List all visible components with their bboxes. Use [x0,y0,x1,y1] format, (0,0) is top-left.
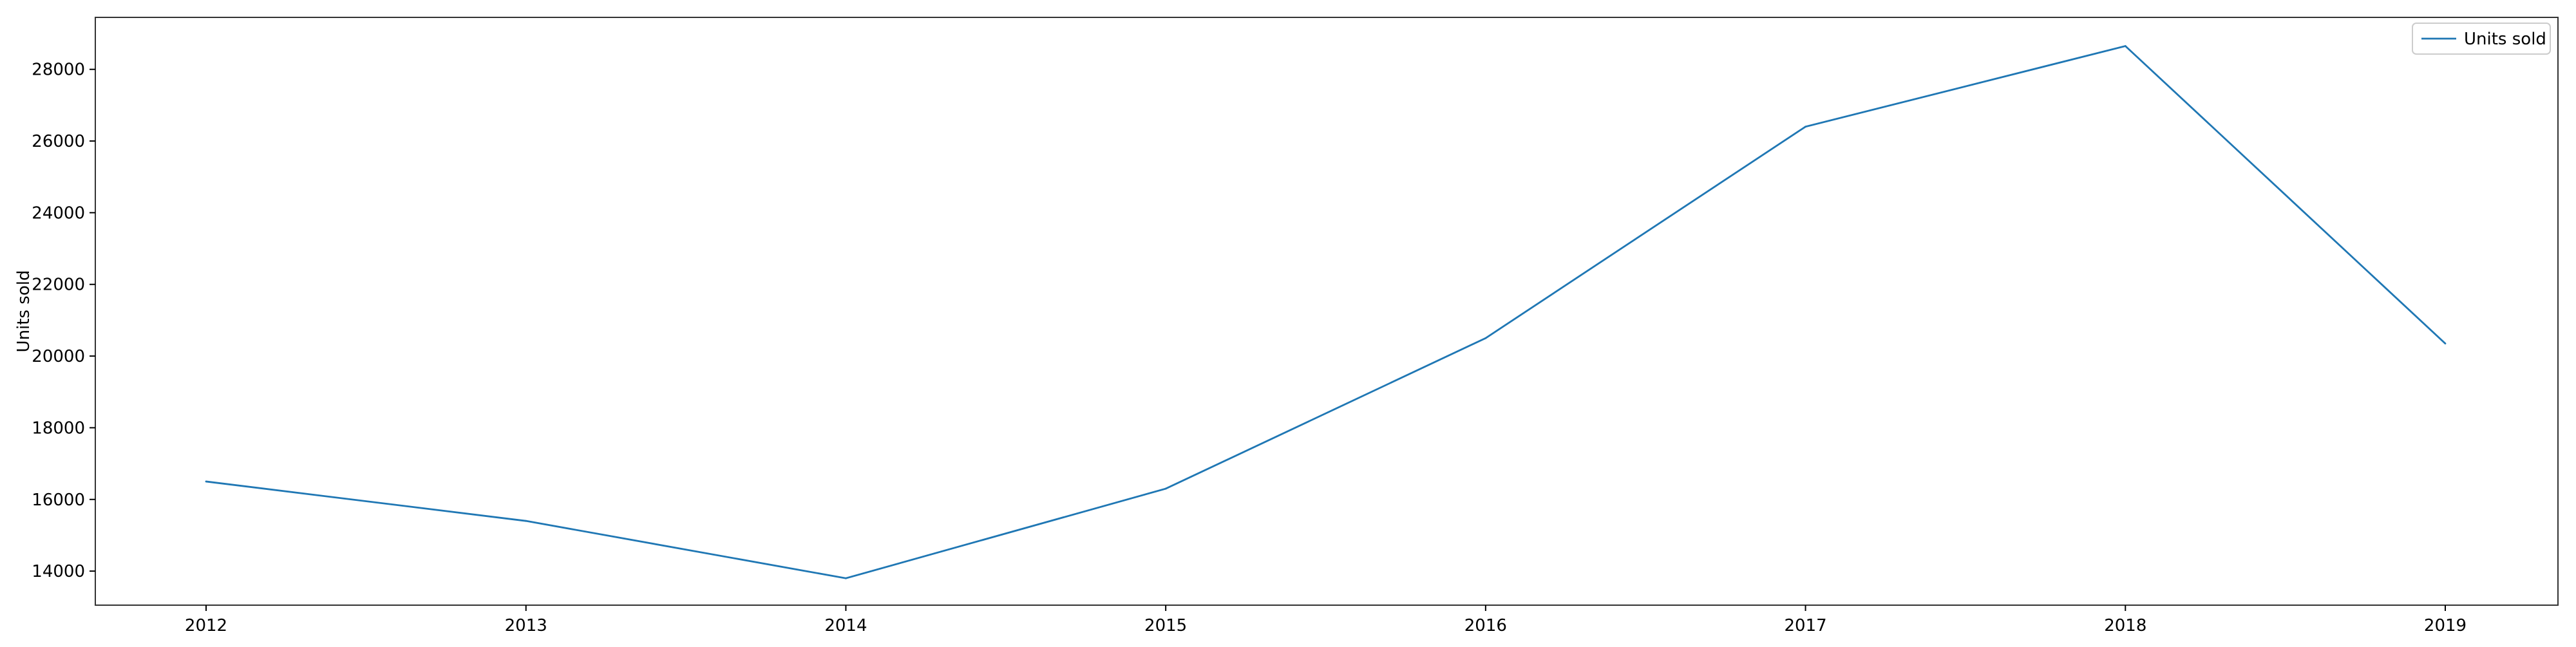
x-tick-label: 2018 [2104,616,2146,635]
y-tick-label: 22000 [32,276,85,295]
y-axis-label: Units sold [14,270,33,353]
data-point [2444,342,2447,345]
y-tick-label: 20000 [32,347,85,366]
x-tick-label: 2013 [505,616,547,635]
y-tick-label: 26000 [32,132,85,151]
y-tick-label: 14000 [32,562,85,581]
data-point [1484,337,1487,339]
y-tick-label: 28000 [32,61,85,80]
series-line-0 [205,44,2446,579]
y-tick-label: 16000 [32,491,85,510]
y-tick-label: 18000 [32,418,85,438]
legend-label: Units sold [2464,30,2546,49]
axes-layer: 2012 2013 2014 2015 2016 2017 2018 2019 14000 160… [14,17,2559,635]
data-point [2124,45,2126,47]
data-point [525,520,527,522]
x-tick-label: 2014 [824,616,867,635]
x-tick-label: 2012 [185,616,227,635]
data-point [845,577,847,579]
series-layer [205,44,2447,579]
plot-frame [95,17,2559,606]
data-point [1164,487,1167,490]
x-tick-label: 2015 [1144,616,1187,635]
data-point [205,480,207,483]
x-tick-label: 2016 [1464,616,1507,635]
x-tick-label: 2019 [2424,616,2467,635]
y-tick-label: 24000 [32,203,85,223]
x-tick-label: 2017 [1784,616,1826,635]
legend-box [2412,23,2551,55]
legend-layer: Units sold [2412,23,2551,55]
data-point [1804,126,1806,128]
